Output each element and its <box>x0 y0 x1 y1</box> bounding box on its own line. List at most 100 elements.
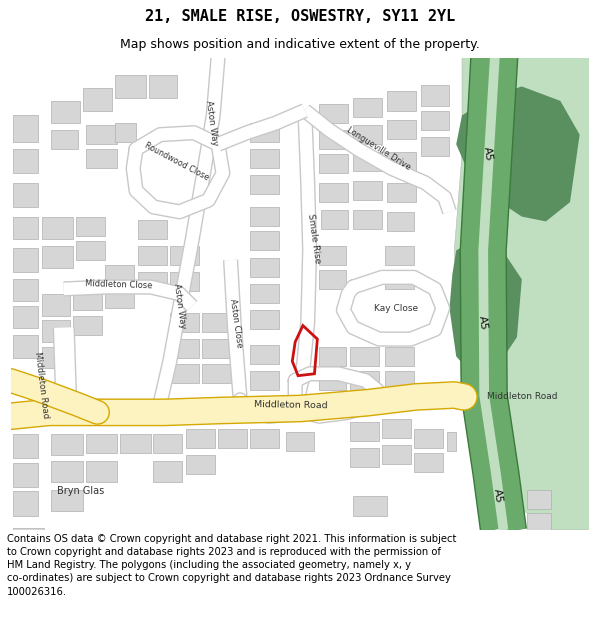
Polygon shape <box>218 429 247 448</box>
Text: Aston Way: Aston Way <box>172 283 187 329</box>
Polygon shape <box>387 120 416 139</box>
Polygon shape <box>154 461 182 482</box>
Polygon shape <box>149 75 176 98</box>
Polygon shape <box>250 310 279 329</box>
Polygon shape <box>319 347 346 366</box>
Polygon shape <box>319 183 348 202</box>
Polygon shape <box>387 212 414 231</box>
Polygon shape <box>51 434 83 455</box>
Polygon shape <box>119 434 151 453</box>
Polygon shape <box>421 137 449 156</box>
Polygon shape <box>385 371 414 390</box>
Polygon shape <box>86 149 117 168</box>
Text: A5: A5 <box>482 146 494 162</box>
Polygon shape <box>353 210 382 229</box>
Text: Middleton Road: Middleton Road <box>253 399 327 410</box>
Text: Middleton Road: Middleton Road <box>487 392 557 401</box>
Text: Smale Rise: Smale Rise <box>307 213 322 264</box>
Polygon shape <box>13 528 44 530</box>
Text: Aston Way: Aston Way <box>203 100 219 146</box>
Text: Contains OS data © Crown copyright and database right 2021. This information is : Contains OS data © Crown copyright and d… <box>7 534 457 596</box>
Polygon shape <box>527 512 551 530</box>
Polygon shape <box>73 291 103 310</box>
Polygon shape <box>353 496 387 516</box>
Text: A5: A5 <box>492 488 503 504</box>
Text: Kay Close: Kay Close <box>374 304 418 312</box>
Text: Middleton Road: Middleton Road <box>33 351 50 419</box>
Polygon shape <box>202 313 230 332</box>
Polygon shape <box>13 183 38 207</box>
Polygon shape <box>414 429 443 448</box>
Text: Map shows position and indicative extent of the property.: Map shows position and indicative extent… <box>120 38 480 51</box>
Polygon shape <box>202 364 230 383</box>
Polygon shape <box>86 125 117 144</box>
Polygon shape <box>527 489 551 509</box>
Polygon shape <box>319 269 346 289</box>
Polygon shape <box>105 265 134 284</box>
Polygon shape <box>353 98 382 118</box>
Polygon shape <box>13 491 38 516</box>
Polygon shape <box>421 111 449 130</box>
Polygon shape <box>350 422 379 441</box>
Polygon shape <box>170 272 199 291</box>
Polygon shape <box>13 335 38 358</box>
Polygon shape <box>250 123 279 142</box>
Polygon shape <box>382 445 411 464</box>
Text: 21, SMALE RISE, OSWESTRY, SY11 2YL: 21, SMALE RISE, OSWESTRY, SY11 2YL <box>145 9 455 24</box>
Polygon shape <box>387 152 416 171</box>
Polygon shape <box>76 217 105 236</box>
Text: Aston Close: Aston Close <box>229 298 244 348</box>
Polygon shape <box>385 246 414 265</box>
Polygon shape <box>319 104 348 123</box>
Polygon shape <box>446 432 456 451</box>
Polygon shape <box>41 294 70 316</box>
Polygon shape <box>138 246 167 265</box>
Polygon shape <box>456 86 580 221</box>
Polygon shape <box>186 455 215 474</box>
Polygon shape <box>51 461 83 482</box>
Polygon shape <box>83 88 112 111</box>
Polygon shape <box>250 345 279 364</box>
Polygon shape <box>51 101 80 123</box>
Text: Bryn Glas: Bryn Glas <box>56 486 104 496</box>
Polygon shape <box>13 462 38 487</box>
Polygon shape <box>454 58 589 530</box>
Polygon shape <box>13 116 38 142</box>
Polygon shape <box>250 284 279 303</box>
Polygon shape <box>382 419 411 438</box>
Polygon shape <box>449 241 522 376</box>
Polygon shape <box>250 258 279 278</box>
Polygon shape <box>170 339 199 358</box>
Polygon shape <box>76 241 105 260</box>
Polygon shape <box>350 347 379 366</box>
Polygon shape <box>353 125 382 144</box>
Polygon shape <box>286 432 314 451</box>
Polygon shape <box>170 313 199 332</box>
Polygon shape <box>138 272 167 291</box>
Polygon shape <box>41 320 70 342</box>
Polygon shape <box>41 246 73 268</box>
Polygon shape <box>353 181 382 200</box>
Polygon shape <box>421 84 449 106</box>
Polygon shape <box>321 210 348 229</box>
Polygon shape <box>115 123 136 142</box>
Polygon shape <box>250 207 279 226</box>
Polygon shape <box>13 149 38 173</box>
Polygon shape <box>385 347 414 366</box>
Polygon shape <box>51 489 83 511</box>
Polygon shape <box>250 231 279 251</box>
Polygon shape <box>86 461 117 482</box>
Polygon shape <box>41 217 73 239</box>
Polygon shape <box>13 217 38 239</box>
Text: Middleton Close: Middleton Close <box>85 279 152 291</box>
Polygon shape <box>13 279 38 301</box>
Polygon shape <box>319 246 346 265</box>
Polygon shape <box>202 339 230 358</box>
Polygon shape <box>250 149 279 168</box>
Polygon shape <box>51 130 78 149</box>
Polygon shape <box>13 248 38 272</box>
Polygon shape <box>186 429 215 448</box>
Polygon shape <box>319 130 348 149</box>
Polygon shape <box>170 364 199 383</box>
Polygon shape <box>138 219 167 239</box>
